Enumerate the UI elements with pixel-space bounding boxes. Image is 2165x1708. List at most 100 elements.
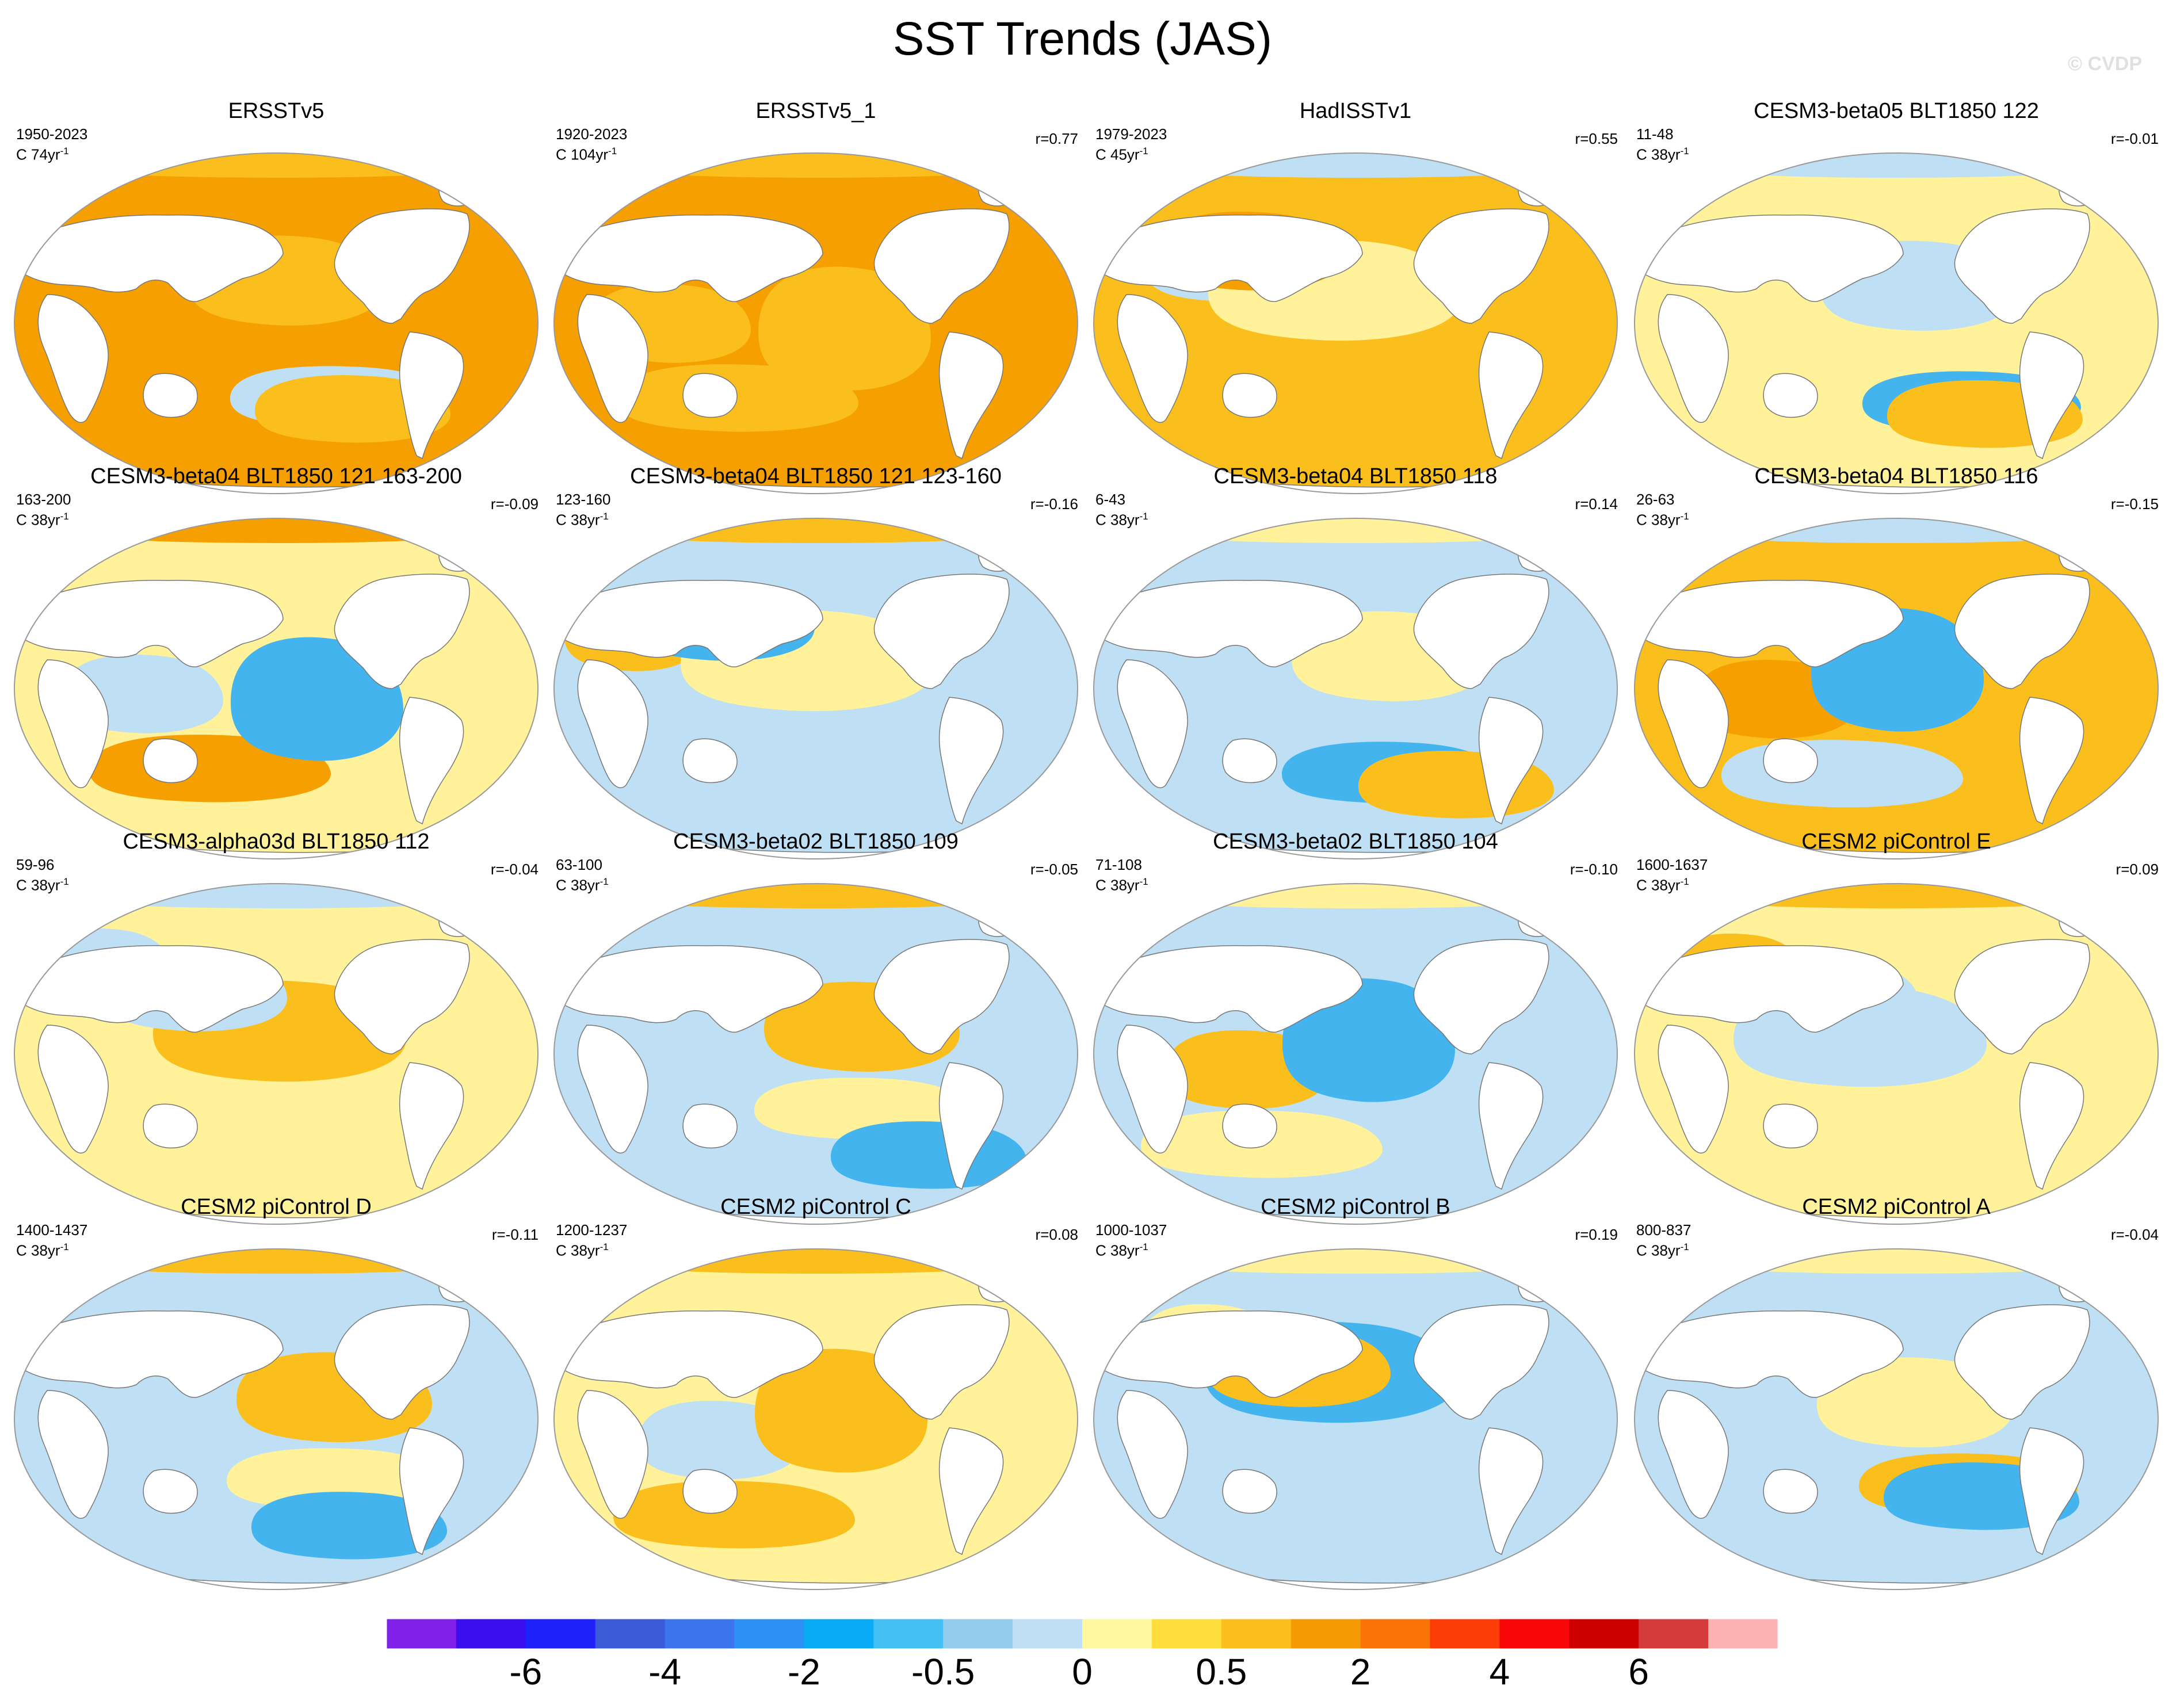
map-panel: CESM3-beta02 BLT1850 109 63-100 C 38yr-1 r=… [545,828,1086,1225]
panel-units-exponent: -1 [600,1241,609,1252]
panel-years: 123-160 [556,491,611,508]
panel-title: CESM2 piControl D [181,1195,372,1219]
panel-correlation: r=-0.05 [1030,861,1078,878]
panel-correlation: r=-0.16 [1030,495,1078,513]
panel-units-exponent: -1 [1680,511,1689,522]
panel-units-text: C 38yr [1095,511,1140,529]
sst-trend-map [1093,1248,1618,1590]
land-mass [1117,1025,1188,1153]
panel-units: C 74yr-1 [16,143,69,163]
land-mass [1658,659,1729,788]
panel-units: C 38yr-1 [16,508,69,529]
sst-anomaly-patch [231,637,403,761]
land-mass [1763,738,1818,784]
land-mass [1222,373,1277,418]
land-mass [1117,659,1188,788]
panel-title: CESM3-beta02 BLT1850 104 [1213,830,1498,854]
land-mass [1094,1310,1363,1398]
sst-trend-map [553,883,1078,1225]
land-mass [37,1390,109,1519]
panel-years: 26-63 [1636,491,1675,508]
sst-trend-map [553,518,1078,859]
land-mass [1635,945,1904,1033]
land-mass [1478,331,1544,460]
land-mass [1954,208,2090,324]
map-outline [1634,883,2159,1225]
land-mass [1658,1390,1729,1519]
panel-years: 1920-2023 [556,125,628,143]
panel-title: CESM3-beta02 BLT1850 109 [673,830,959,854]
colorbar-tick-label: 6 [1628,1651,1649,1692]
land-mass [1954,1304,2090,1420]
land-mass [2019,697,2084,825]
land-mass [14,1310,284,1398]
colorbar-segment [734,1619,804,1649]
land-mass [1478,1427,1544,1556]
land-mass [143,1469,198,1514]
panel-years: 59-96 [16,856,55,873]
colorbar-segment [1430,1619,1500,1649]
panel-units-text: C 38yr [556,1241,600,1259]
panel-units-exponent: -1 [1139,511,1148,522]
land-mass [1478,697,1544,825]
land-mass [399,331,464,460]
land-mass [938,1427,1004,1556]
panel-units-exponent: -1 [1680,876,1689,887]
land-mass [334,208,470,324]
land-mass [14,579,284,667]
panel-years: 800-837 [1636,1221,1691,1239]
panel-units: C 38yr-1 [556,1239,609,1259]
panel-years: 1400-1437 [16,1221,88,1239]
map-outline [553,152,1078,494]
map-outline [553,883,1078,1225]
map-panel: CESM3-alpha03d BLT1850 112 59-96 C 38yr-1 r… [6,828,547,1225]
panel-correlation: r=0.14 [1575,495,1618,513]
land-mass [334,939,470,1054]
land-mass [1413,574,1549,689]
colorbar-tick-label: -4 [648,1651,682,1692]
sst-trend-map [14,518,539,859]
colorbar-tick-label: 2 [1350,1651,1371,1692]
land-mass [1478,1062,1544,1190]
land-mass [1117,1390,1188,1519]
land-mass [577,659,648,788]
land-mass [37,294,109,423]
map-panel: ERSSTv5_1 1920-2023 C 104yr-1 r=0.77 [545,98,1086,494]
sst-anomaly-patch [227,1448,445,1510]
panel-units-text: C 38yr [1636,511,1681,529]
colorbar-segment [1221,1619,1292,1649]
panel-units-text: C 38yr [1095,1241,1140,1259]
land-mass [334,574,470,689]
panel-units: C 38yr-1 [16,873,69,894]
panel-units-exponent: -1 [600,876,609,887]
land-mass [1635,1310,1904,1398]
panel-title: CESM3-beta04 BLT1850 121 123-160 [630,464,1002,488]
cvdp-watermark: © CVDP [2068,53,2142,75]
sst-anomaly-patch [1282,978,1455,1102]
map-panel: CESM2 piControl A 800-837 C 38yr-1 r=-0.04 [1626,1194,2165,1590]
panel-units-text: C 38yr [556,511,600,529]
panel-title: ERSSTv5 [228,99,324,123]
panel-units-text: C 38yr [16,1241,60,1259]
land-mass [143,1103,198,1149]
land-mass [873,1304,1010,1420]
land-mass [1094,579,1363,667]
colorbar-segment [804,1619,874,1649]
land-mass [14,214,284,302]
map-outline [14,1248,539,1590]
map-outline [14,518,539,859]
land-mass [1117,294,1188,423]
panel-units-exponent: -1 [60,1241,69,1252]
panel-title: CESM2 piControl A [1802,1195,1991,1219]
map-panel: CESM3-beta04 BLT1850 121 123-160 123-160 C… [545,463,1086,859]
colorbar-segment [1151,1619,1222,1649]
land-mass [938,1062,1004,1190]
map-panel: CESM3-beta02 BLT1850 104 71-108 C 38yr-1 r=… [1085,828,1626,1225]
panel-years: 1600-1637 [1636,856,1708,873]
land-mass [1635,579,1904,667]
land-mass [37,659,109,788]
colorbar-segment [1708,1619,1778,1649]
land-mass [682,1103,738,1149]
sst-trend-map [14,1248,539,1590]
panel-years: 6-43 [1095,491,1126,508]
